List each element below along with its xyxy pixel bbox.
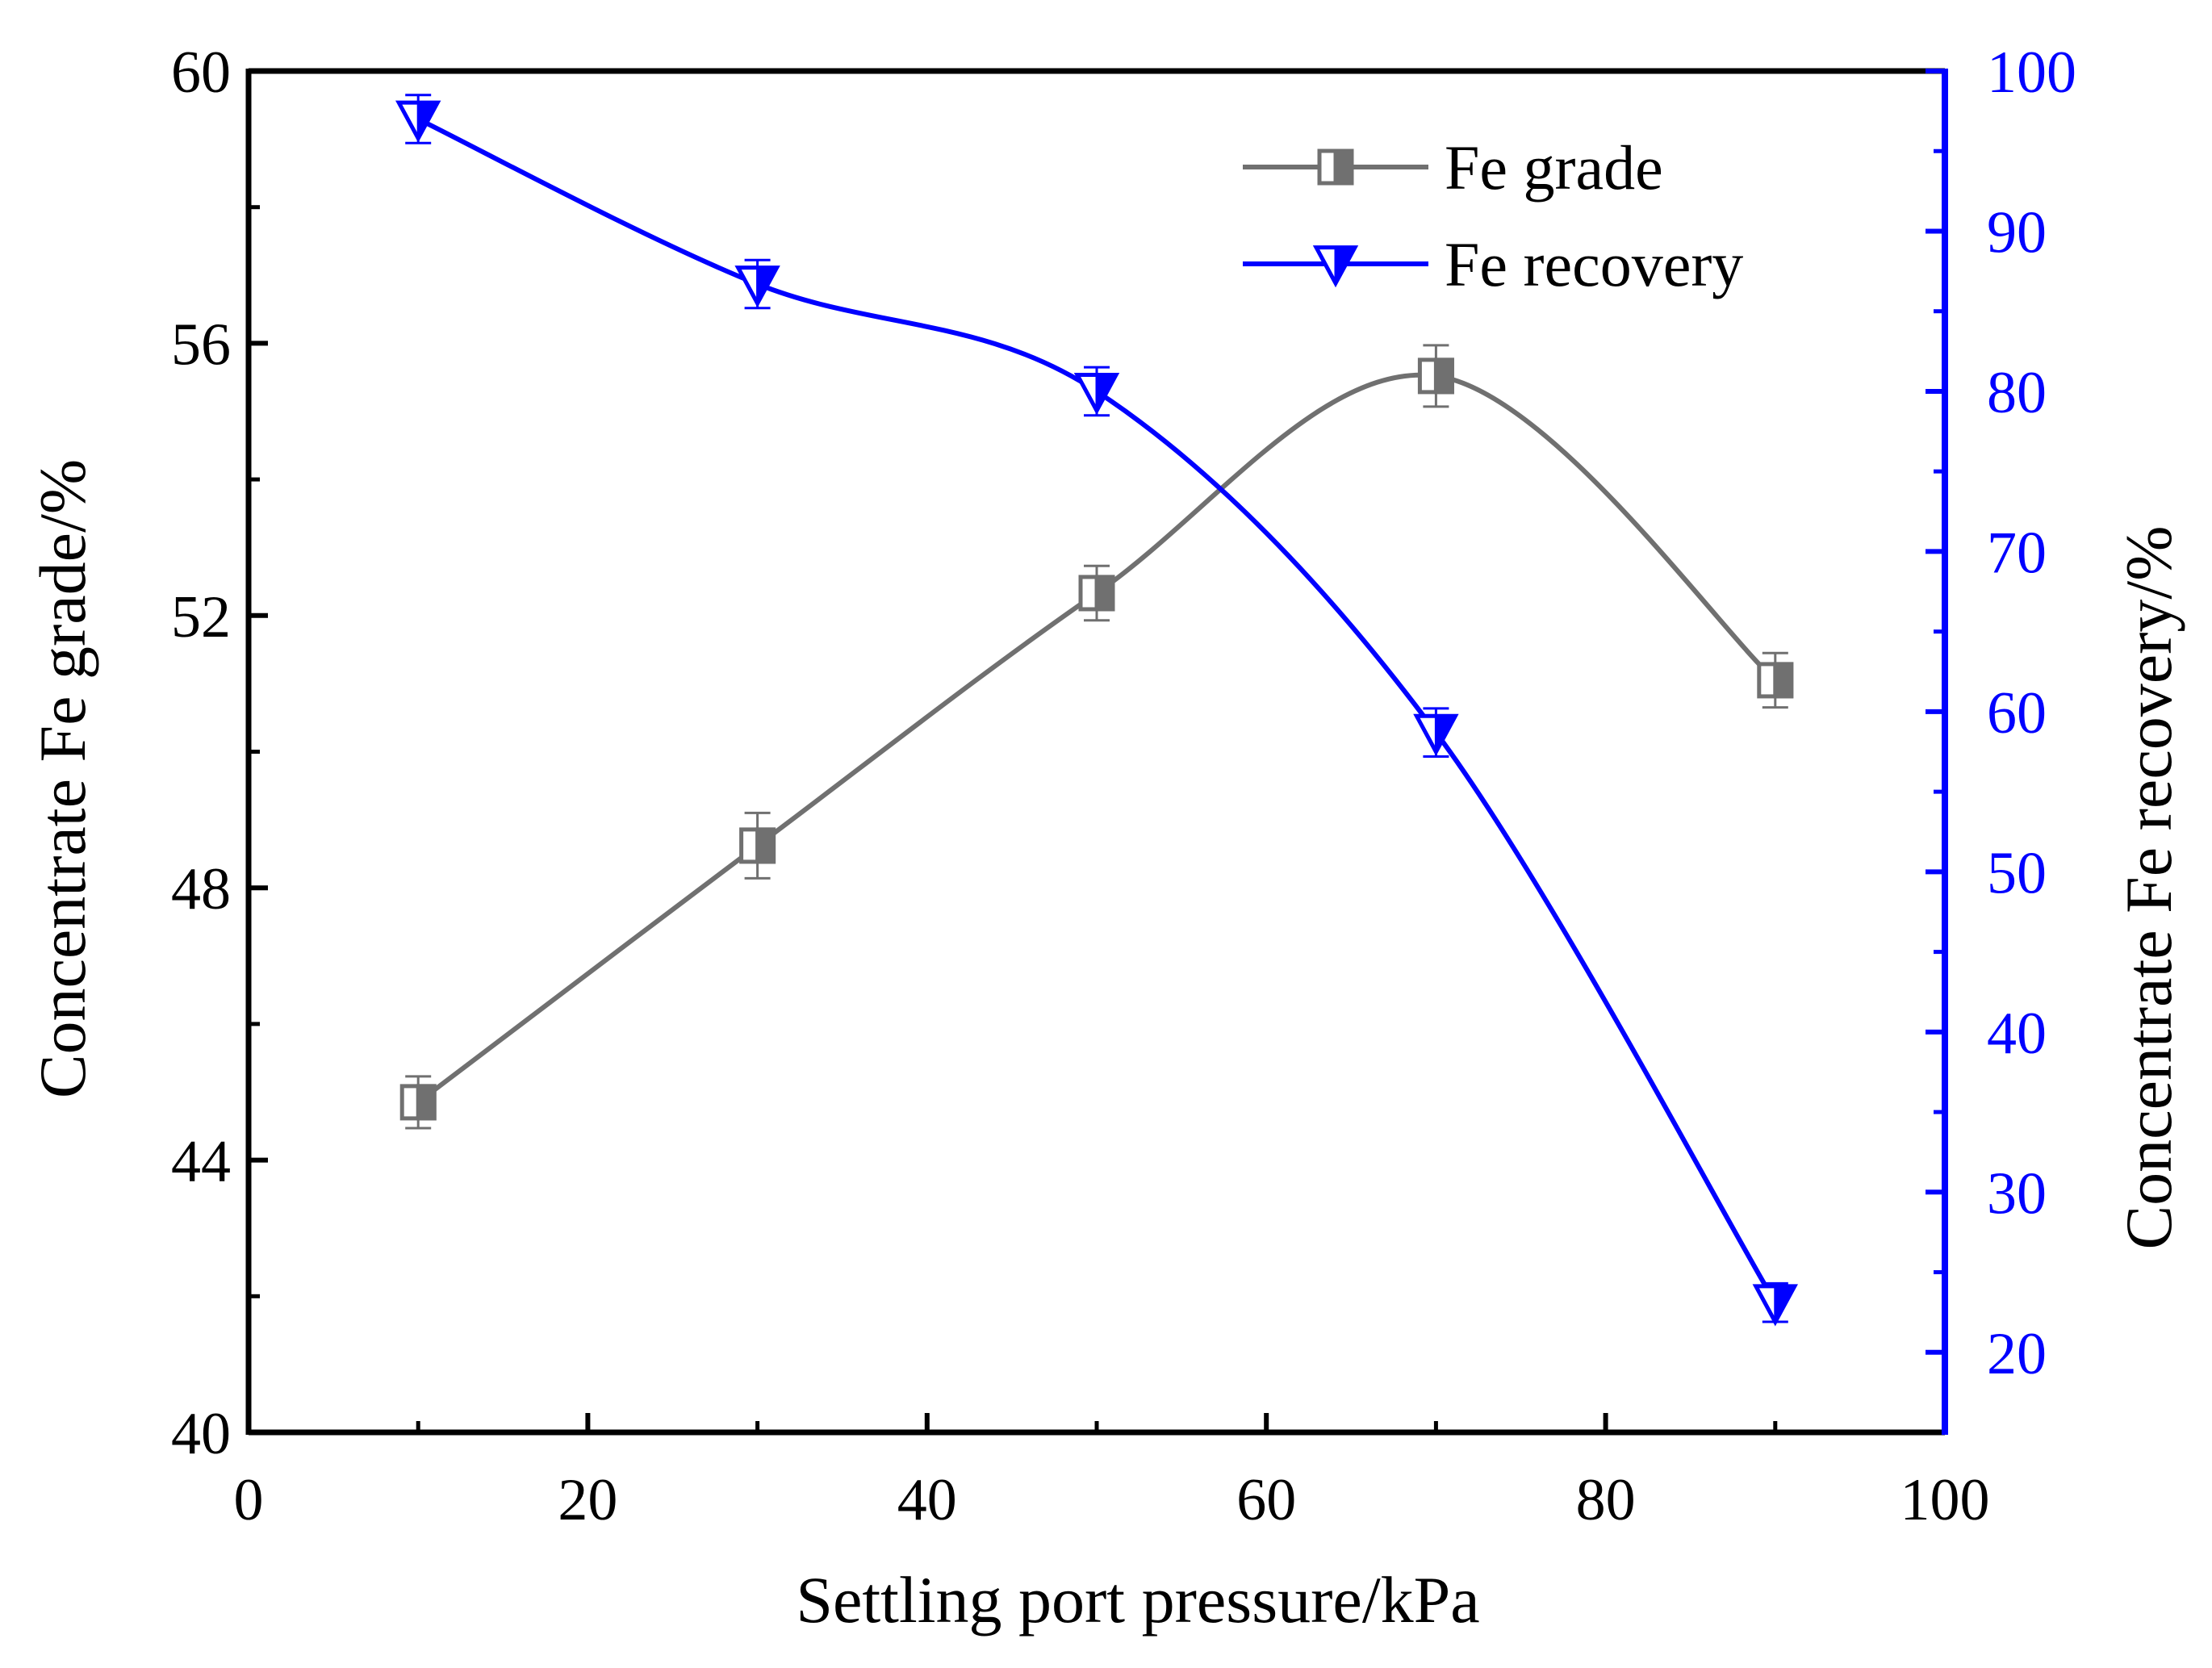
x-tick-label: 80 <box>1576 1467 1636 1533</box>
y-right-tick-label: 100 <box>1987 40 2076 106</box>
legend-label-fe-recovery: Fe recovery <box>1445 229 1743 299</box>
legend-item-fe-grade: Fe grade <box>1243 132 1663 203</box>
legend-triangle-shape <box>1312 245 1359 288</box>
data-point-triangle <box>1073 373 1120 416</box>
marker-fill-half <box>1433 357 1454 395</box>
legend-marker-square-icon <box>1317 148 1354 186</box>
y-right-tick-label: 90 <box>1987 199 2047 265</box>
marker-fill-half <box>1773 662 1794 699</box>
series-line <box>416 116 1778 1304</box>
data-point-square <box>1078 575 1115 612</box>
data-point-square <box>739 827 776 864</box>
legend-item-fe-recovery: Fe recovery <box>1243 229 1743 299</box>
series-fe-recovery <box>395 94 1798 1327</box>
data-point-square <box>1757 662 1794 699</box>
y-axis-left-title: Concentrate Fe grade/% <box>26 459 99 1098</box>
y-left-tick-label: 56 <box>171 311 231 378</box>
y-right-tick-label: 80 <box>1987 360 2047 426</box>
x-tick-label: 100 <box>1900 1467 1990 1533</box>
legend-marker-triangle-icon <box>1312 245 1359 288</box>
y-left-tick-label: 40 <box>171 1401 231 1467</box>
legend-label-fe-grade: Fe grade <box>1445 132 1663 203</box>
y-left-tick-label: 52 <box>171 584 231 650</box>
marker-fill-half <box>1774 1285 1797 1323</box>
data-point-triangle <box>734 265 780 308</box>
data-point-triangle <box>1413 713 1459 756</box>
x-tick-label: 60 <box>1236 1467 1296 1533</box>
marker-fill-half <box>1334 246 1357 284</box>
data-point-square <box>1417 357 1454 395</box>
y-left-tick-label: 60 <box>171 40 231 106</box>
marker-fill-half <box>1095 374 1119 412</box>
x-tick-label: 20 <box>558 1467 617 1533</box>
marker-fill-half <box>756 266 780 304</box>
x-tick-label: 40 <box>897 1467 957 1533</box>
legend: Fe grade Fe recovery <box>1243 132 1743 299</box>
data-point-triangle <box>1752 1284 1798 1327</box>
marker-fill-half <box>755 827 776 864</box>
series-fe-grade <box>399 344 1794 1130</box>
x-axis-title: Settling port pressure/kPa <box>796 1563 1479 1637</box>
marker-fill-half <box>1333 148 1354 186</box>
x-axis: 0 20 40 60 80 100 <box>234 1413 1990 1533</box>
y-right-tick-label: 20 <box>1987 1321 2047 1387</box>
y-axis-left: 40 44 48 52 56 60 <box>171 40 268 1467</box>
data-point-triangle <box>395 100 441 143</box>
y-axis-right-title: Concentrate Fe recovery/% <box>2112 525 2185 1249</box>
legend-square-shape <box>1317 148 1354 186</box>
marker-fill-half <box>1094 575 1115 612</box>
data-point-square <box>399 1084 437 1121</box>
y-left-tick-label: 48 <box>171 856 231 922</box>
y-right-tick-label: 30 <box>1987 1160 2047 1227</box>
y-right-tick-label: 60 <box>1987 680 2047 746</box>
y-right-tick-label: 70 <box>1987 520 2047 586</box>
y-left-tick-label: 44 <box>171 1129 231 1195</box>
marker-fill-half <box>1434 714 1457 753</box>
x-tick-label: 0 <box>234 1467 264 1533</box>
series-layer <box>395 94 1798 1327</box>
marker-fill-half <box>416 101 440 140</box>
marker-fill-half <box>416 1084 437 1121</box>
series-line <box>416 372 1777 1105</box>
y-right-tick-label: 50 <box>1987 840 2047 906</box>
y-axis-right: 20 30 40 50 60 70 80 90 100 <box>1926 40 2076 1435</box>
y-right-tick-label: 40 <box>1987 1001 2047 1067</box>
